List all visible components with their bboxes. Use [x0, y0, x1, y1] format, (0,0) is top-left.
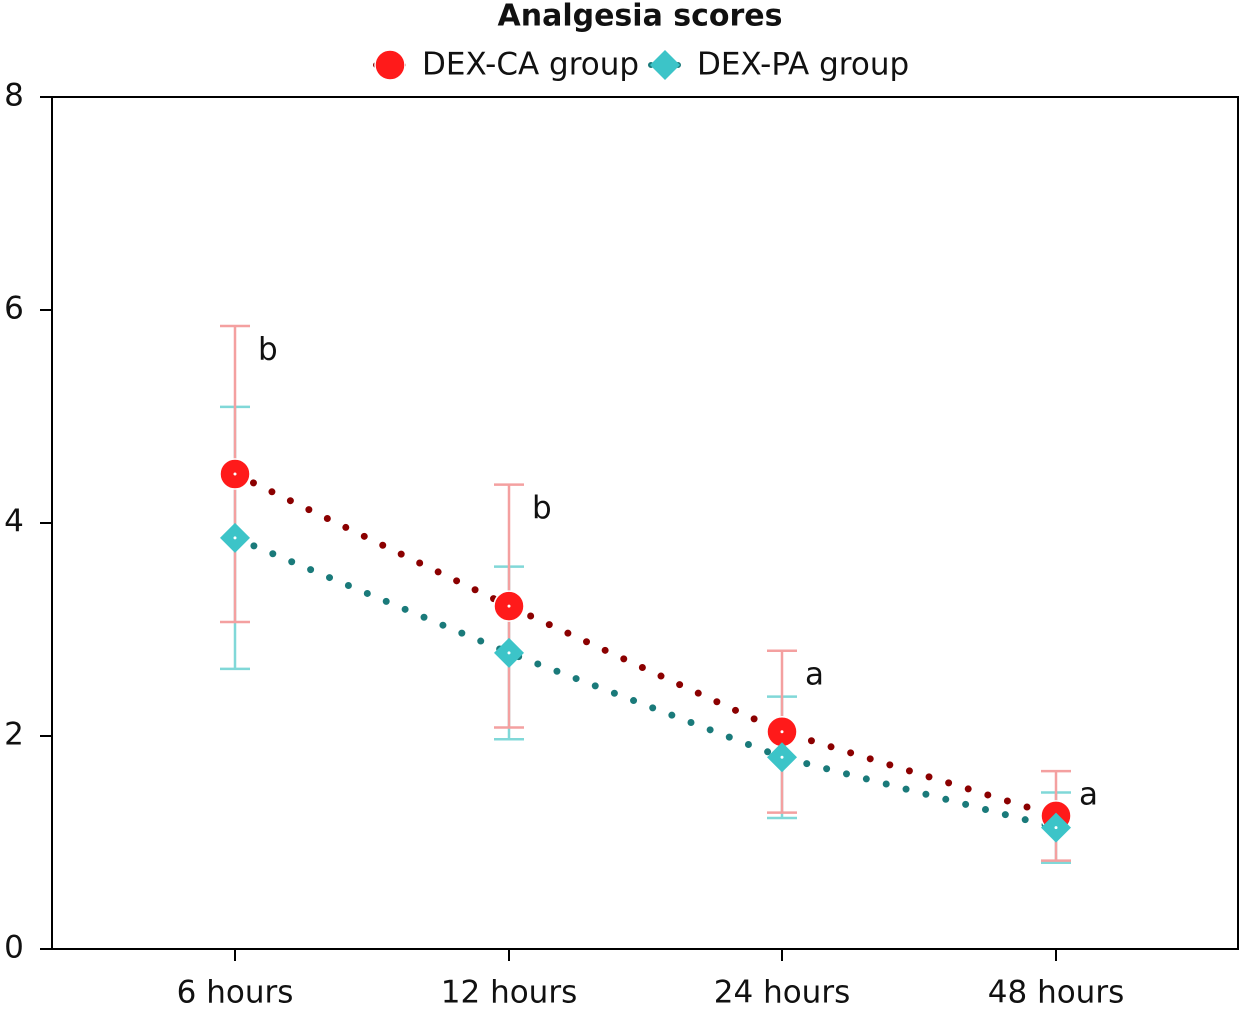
y-tick-label: 2 [4, 717, 24, 753]
x-tick-label: 6 hours [177, 975, 294, 1011]
series-line [231, 534, 1060, 832]
y-tick-label: 4 [4, 504, 24, 540]
x-tick-label: 48 hours [988, 975, 1124, 1011]
annotation: a [1079, 777, 1098, 813]
marker-dot [507, 651, 511, 655]
legend-label: DEX-CA group [422, 47, 639, 83]
y-tick-label: 8 [4, 78, 24, 114]
x-tick-label: 12 hours [441, 975, 577, 1011]
annotation: b [532, 490, 552, 526]
marker [374, 49, 406, 81]
marker [650, 50, 680, 80]
marker-dot [233, 536, 237, 540]
chart-title: Analgesia scores [498, 0, 783, 34]
y-tick-label: 0 [4, 930, 24, 966]
legend-label: DEX-PA group [697, 47, 909, 83]
marker-dot [233, 472, 237, 476]
marker-dot [780, 730, 784, 734]
annotation: b [258, 331, 278, 367]
annotation: a [805, 656, 824, 692]
marker-dot [507, 604, 511, 608]
marker-dot [780, 755, 784, 759]
marker-dot [1054, 826, 1058, 830]
series-line [231, 470, 1060, 820]
y-tick-label: 6 [4, 291, 24, 327]
x-tick-label: 24 hours [714, 975, 850, 1011]
